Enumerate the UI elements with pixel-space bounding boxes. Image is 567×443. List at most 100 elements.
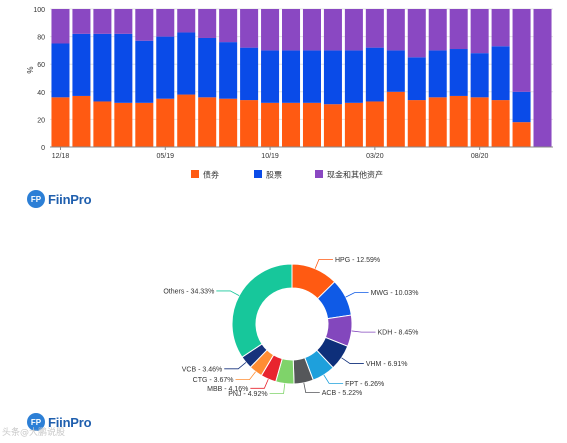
bar-segment — [219, 98, 238, 147]
bar-segment — [470, 97, 489, 147]
bar-segment — [470, 53, 489, 98]
donut-slice — [231, 263, 293, 358]
bar-segment — [261, 102, 280, 147]
bar-segment — [428, 9, 447, 51]
donut-leader-line — [345, 292, 369, 298]
donut-leader-line — [351, 330, 376, 333]
bar-segment — [449, 95, 468, 147]
bar-segment — [470, 9, 489, 54]
bar-segment — [135, 40, 154, 103]
donut-slice-label: FPT - 6.26% — [345, 381, 384, 388]
bar-segment — [93, 9, 112, 34]
donut-leader-line — [250, 378, 269, 389]
legend-swatch — [315, 170, 323, 178]
fiinpro-logo-top: FP FiinPro — [27, 190, 92, 208]
y-tick-label: 40 — [37, 90, 45, 97]
bar-segment — [449, 9, 468, 50]
bar-segment — [198, 9, 217, 38]
bar-segment — [386, 9, 405, 51]
bar-segment — [177, 32, 196, 95]
legend-label: 股票 — [266, 171, 282, 180]
bar-segment — [302, 50, 321, 103]
donut-chart: HPG - 12.59% MWG - 10.03% KDH - 8.45% VHM -… — [163, 257, 418, 398]
bar-segment — [512, 122, 531, 147]
x-tick-label: 12/18 — [52, 153, 70, 160]
bar-segment — [407, 57, 426, 101]
donut-slices — [231, 263, 353, 385]
bar-segment — [323, 104, 342, 147]
x-tick-label: 03/20 — [366, 153, 384, 160]
bar-segment — [323, 50, 342, 105]
donut-slice-label: VHM - 6.91% — [366, 361, 408, 368]
donut-labels: HPG - 12.59% MWG - 10.03% KDH - 8.45% VHM -… — [163, 257, 418, 398]
donut-slice-label: PNJ - 4.92% — [228, 391, 267, 398]
bar-segment — [428, 97, 447, 147]
bar-segment — [344, 9, 363, 51]
bar-segment — [177, 9, 196, 33]
bar-chart-legend: 债券 股票 现金和其他资产 — [191, 170, 383, 180]
y-axis-label: % — [26, 66, 35, 73]
bar-segment — [114, 9, 133, 34]
bar-segment — [512, 91, 531, 123]
bar-segment — [93, 33, 112, 102]
y-tick-label: 60 — [37, 62, 45, 69]
donut-slice-label: MWG - 10.03% — [371, 290, 419, 297]
donut-slice-label: VCB - 3.46% — [182, 366, 222, 373]
bar-chart-bars — [51, 9, 552, 147]
bar-segment — [114, 33, 133, 103]
bar-segment — [407, 9, 426, 58]
bar-segment — [449, 49, 468, 96]
bar-segment — [261, 9, 280, 51]
donut-slice-label: ACB - 5.22% — [322, 390, 362, 397]
fiinpro-logo-bottom: FP FiinPro — [27, 413, 92, 431]
bar-segment — [240, 47, 259, 101]
fiinpro-logo-text: FiinPro — [48, 414, 92, 430]
donut-leader-line — [303, 382, 320, 394]
fiinpro-mark-icon: FP — [27, 190, 45, 208]
donut-slice-label: KDH - 8.45% — [378, 330, 419, 337]
bar-segment — [72, 95, 91, 147]
legend-label: 债券 — [203, 170, 219, 180]
bar-segment — [344, 102, 363, 147]
bar-segment — [491, 100, 510, 147]
bar-segment — [219, 42, 238, 99]
bar-segment — [282, 9, 301, 51]
bar-segment — [51, 43, 70, 98]
bar-chart-axes: 0 20 40 60 80 100 12/18 05/19 10/19 03/20 08/20 — [33, 7, 553, 160]
bar-segment — [491, 9, 510, 47]
donut-leader-line — [341, 357, 364, 364]
y-tick-label: 80 — [37, 35, 45, 42]
bar-segment — [365, 9, 384, 48]
bar-segment — [344, 50, 363, 103]
bar-segment — [72, 9, 91, 34]
bar-segment — [428, 50, 447, 98]
legend-label: 现金和其他资产 — [327, 170, 383, 180]
legend-swatch — [191, 170, 199, 178]
bar-segment — [51, 9, 70, 44]
donut-slice-label: HPG - 12.59% — [335, 257, 380, 264]
bar-segment — [72, 33, 91, 96]
bar-segment — [177, 94, 196, 147]
bar-segment — [365, 47, 384, 102]
donut-slice-label: Others - 34.33% — [163, 288, 214, 295]
donut-slice-label: CTG - 3.67% — [193, 377, 234, 384]
bar-segment — [240, 9, 259, 48]
bar-segment — [219, 9, 238, 43]
watermark-text: 头条@大鹏说股 — [2, 428, 66, 438]
bar-segment — [240, 100, 259, 147]
bar-segment — [533, 9, 552, 147]
bar-segment — [135, 9, 154, 41]
fiinpro-mark-icon: FP — [27, 413, 45, 431]
x-tick-label: 05/19 — [157, 153, 175, 160]
legend-swatch — [254, 170, 262, 178]
bar-segment — [386, 91, 405, 147]
bar-segment — [282, 102, 301, 147]
y-tick-label: 20 — [37, 117, 45, 124]
bar-segment — [386, 50, 405, 92]
y-tick-label: 0 — [41, 145, 45, 152]
bar-segment — [323, 9, 342, 51]
donut-leader-line — [269, 383, 286, 394]
bar-segment — [407, 100, 426, 147]
bar-segment — [156, 9, 175, 37]
